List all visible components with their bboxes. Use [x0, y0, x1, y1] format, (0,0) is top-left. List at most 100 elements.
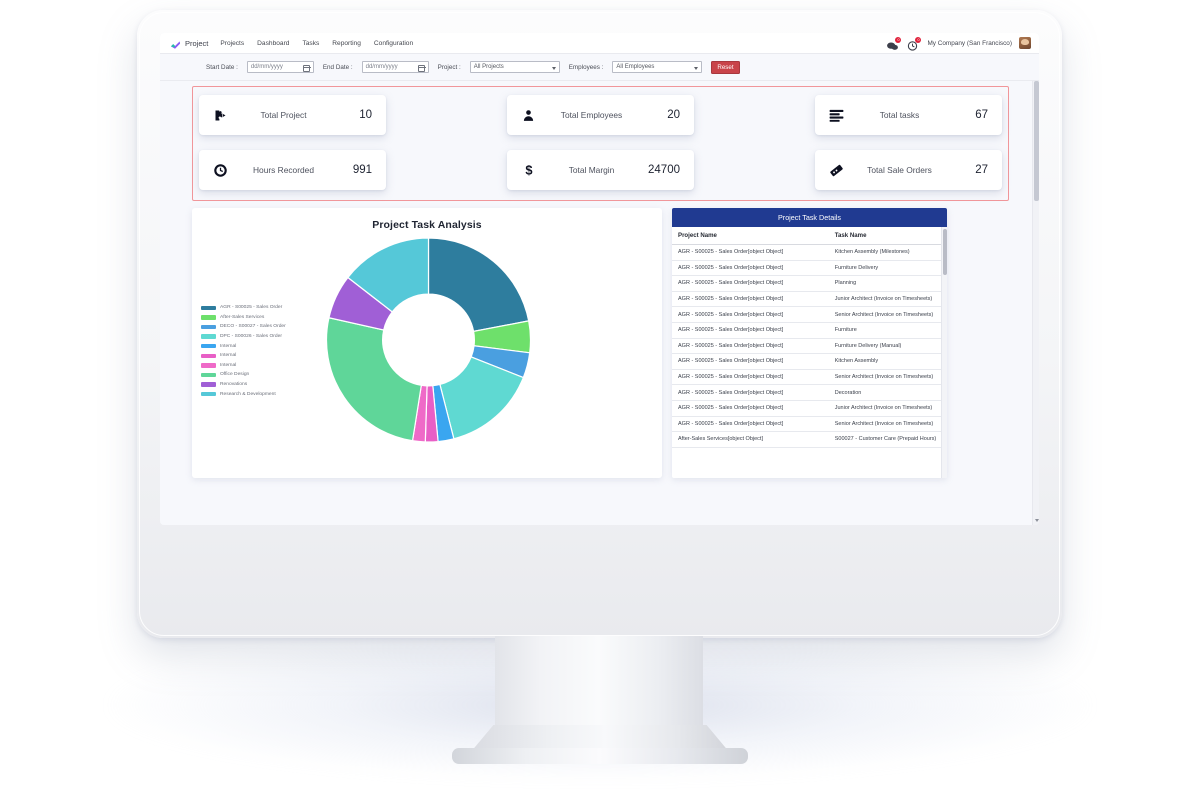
- kpi-label: Total tasks: [879, 110, 920, 120]
- brand-label: Project: [185, 38, 209, 48]
- employees-label: Employees :: [568, 63, 604, 71]
- column-header-project-name[interactable]: Project Name: [672, 227, 829, 245]
- kpi-card-total-margin[interactable]: $ Total Margin 24700: [507, 150, 694, 190]
- task-list-icon: [828, 107, 845, 124]
- table-row[interactable]: AGR - S00025 - Sales Order[object Object…: [672, 369, 947, 386]
- kpi-card-total-sale-orders[interactable]: Total Sale Orders 27: [815, 150, 1002, 190]
- kpi-label: Total Sale Orders: [867, 165, 932, 175]
- donut-slice[interactable]: [325, 317, 423, 442]
- scroll-down-icon[interactable]: [1034, 519, 1039, 522]
- cell-task-name: Junior Architect (Invoice on Timesheets): [828, 291, 947, 308]
- messages-badge: 0: [895, 36, 902, 43]
- table-row[interactable]: AGR - S00025 - Sales Order[object Object…: [672, 306, 947, 323]
- cell-project-name: AGR - S00025 - Sales Order[object Object…: [672, 244, 829, 261]
- reset-button[interactable]: Reset: [711, 60, 740, 74]
- legend-item[interactable]: DECO - S00027 - Sales Order: [201, 322, 286, 332]
- kpi-value: 27: [975, 164, 988, 176]
- legend-swatch: [201, 372, 216, 378]
- legend-item[interactable]: Research & Development: [201, 389, 286, 399]
- legend-item[interactable]: Office Design: [201, 370, 286, 380]
- company-name[interactable]: My Company (San Francisco): [927, 39, 1012, 47]
- cell-project-name: AGR - S00025 - Sales Order[object Object…: [672, 275, 829, 292]
- legend-item[interactable]: Internal: [201, 341, 286, 351]
- legend-swatch: [201, 315, 216, 320]
- table-row[interactable]: AGR - S00025 - Sales Order[object Object…: [672, 400, 947, 417]
- menu-item-projects[interactable]: Projects: [220, 39, 245, 47]
- legend-label: Research & Development: [220, 391, 276, 397]
- brand[interactable]: Project: [170, 38, 208, 49]
- legend-label: Internal: [220, 353, 237, 359]
- cell-project-name: AGR - S00025 - Sales Order[object Object…: [672, 338, 829, 355]
- cell-task-name: Furniture: [828, 322, 947, 339]
- end-date-input[interactable]: dd/mm/yyyy: [361, 61, 429, 73]
- table-row[interactable]: AGR - S00025 - Sales Order[object Object…: [672, 338, 947, 355]
- table-scrollbar-thumb[interactable]: [943, 229, 947, 275]
- menu-item-reporting[interactable]: Reporting: [332, 39, 361, 47]
- chart-title: Project Task Analysis: [372, 219, 482, 231]
- table-row[interactable]: AGR - S00025 - Sales Order[object Object…: [672, 384, 947, 401]
- kpi-card-total-employees[interactable]: Total Employees 20: [507, 95, 694, 135]
- cell-task-name: Kitchen Assembly (Milestones): [828, 244, 947, 261]
- monitor-bezel-highlight: [139, 12, 1060, 636]
- clock-activity-icon[interactable]: 0: [907, 36, 922, 51]
- page-scrollbar[interactable]: [1032, 81, 1039, 525]
- person-icon: [520, 107, 537, 124]
- cell-project-name: AGR - S00025 - Sales Order[object Object…: [672, 384, 829, 401]
- kpi-value: 67: [975, 109, 988, 121]
- chart-legend: AGR - S00025 - Sales Order After-Sales Se…: [201, 303, 286, 399]
- table-row[interactable]: AGR - S00025 - Sales Order[object Object…: [672, 416, 947, 433]
- menu-item-dashboard[interactable]: Dashboard: [257, 39, 290, 47]
- avatar[interactable]: [1019, 37, 1031, 49]
- kpi-label: Total Project: [260, 110, 307, 120]
- legend-label: AGR - S00025 - Sales Order: [220, 305, 283, 311]
- column-header-task-name[interactable]: Task Name: [828, 227, 947, 245]
- kpi-card-total-tasks[interactable]: Total tasks 67: [815, 95, 1002, 135]
- table-row[interactable]: AGR - S00025 - Sales Order[object Object…: [672, 244, 947, 261]
- legend-item[interactable]: Internal: [201, 361, 286, 371]
- legend-label: Office Design: [220, 372, 250, 378]
- calendar-icon[interactable]: [417, 64, 426, 72]
- table-row[interactable]: AGR - S00025 - Sales Order[object Object…: [672, 275, 947, 292]
- legend-label: DPC - S00026 - Sales Order: [220, 334, 282, 340]
- cell-task-name: Senior Architect (Invoice on Timesheets): [828, 369, 947, 386]
- project-label: Project :: [437, 63, 461, 71]
- table-scrollbar[interactable]: [941, 227, 947, 478]
- menu-item-configuration[interactable]: Configuration: [373, 39, 414, 47]
- donut-slice[interactable]: [347, 237, 430, 313]
- legend-swatch: [201, 353, 216, 359]
- kpi-card-hours-recorded[interactable]: Hours Recorded 991: [199, 150, 386, 190]
- filter-bar: Start Date : dd/mm/yyyy End Date : dd/mm…: [160, 54, 1039, 81]
- kpi-card-total-project[interactable]: Total Project 10: [199, 95, 386, 135]
- lower-panels: Project Task Analysis AGR - S00025 - Sal…: [192, 208, 1009, 478]
- legend-item[interactable]: Renovations: [201, 380, 286, 390]
- employees-select[interactable]: All Employees: [612, 61, 703, 73]
- table-row[interactable]: AGR - S00025 - Sales Order[object Object…: [672, 322, 947, 339]
- project-select[interactable]: All Projects: [469, 61, 560, 73]
- table-body: AGR - S00025 - Sales Order[object Object…: [672, 244, 947, 448]
- cell-project-name: AGR - S00025 - Sales Order[object Object…: [672, 353, 829, 370]
- cell-task-name: Furniture Delivery: [828, 260, 947, 277]
- table-row[interactable]: AGR - S00025 - Sales Order[object Object…: [672, 353, 947, 370]
- cell-project-name: AGR - S00025 - Sales Order[object Object…: [672, 369, 829, 386]
- messages-icon[interactable]: 0: [887, 36, 902, 50]
- page-scrollbar-thumb[interactable]: [1034, 81, 1039, 201]
- main-menu: Projects Dashboard Tasks Reporting Confi…: [220, 40, 413, 47]
- table-row[interactable]: AGR - S00025 - Sales Order[object Object…: [672, 260, 947, 277]
- activity-badge: 0: [915, 36, 922, 43]
- legend-item[interactable]: After-Sales Services: [201, 313, 286, 323]
- legend-item[interactable]: Internal: [201, 351, 286, 361]
- table-title: Project Task Details: [672, 208, 947, 227]
- table-row[interactable]: AGR - S00025 - Sales Order[object Object…: [672, 291, 947, 308]
- project-task-analysis-card: Project Task Analysis AGR - S00025 - Sal…: [192, 208, 662, 478]
- calendar-icon[interactable]: [302, 64, 311, 72]
- start-date-input[interactable]: dd/mm/yyyy: [246, 61, 314, 73]
- kpi-label: Total Employees: [560, 110, 623, 120]
- legend-item[interactable]: AGR - S00025 - Sales Order: [201, 303, 286, 313]
- legend-item[interactable]: DPC - S00026 - Sales Order: [201, 332, 286, 342]
- table-row[interactable]: After-Sales Services[object Object] S0002…: [672, 431, 947, 448]
- donut-slice[interactable]: [427, 237, 530, 333]
- clock-icon: [212, 162, 229, 179]
- cell-project-name: After-Sales Services[object Object]: [672, 431, 829, 448]
- menu-item-tasks[interactable]: Tasks: [302, 39, 320, 47]
